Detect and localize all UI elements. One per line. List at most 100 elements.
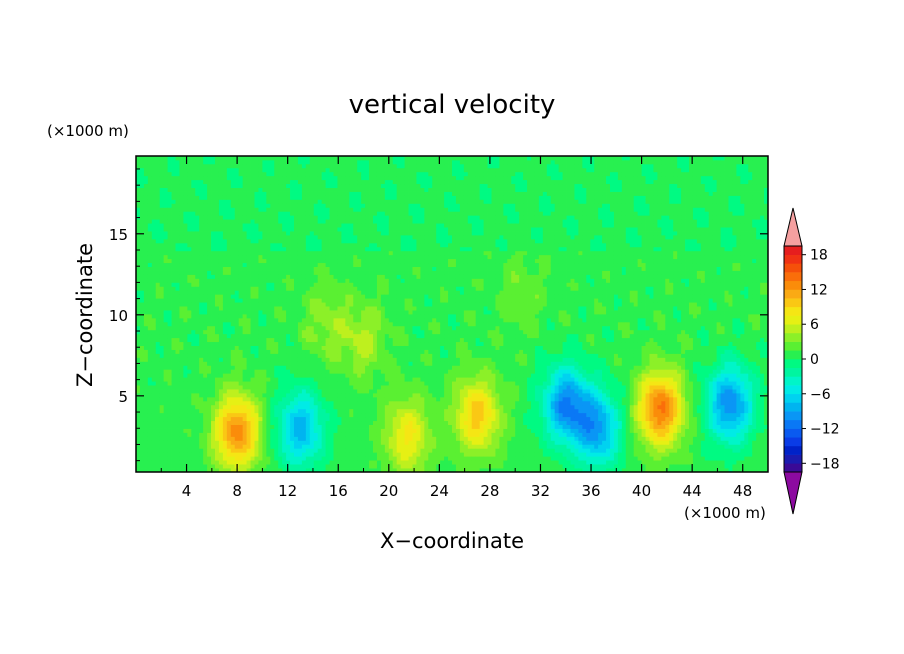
heatmap-cell xyxy=(262,345,267,350)
heatmap-cell xyxy=(207,254,212,260)
heatmap-cell xyxy=(282,365,287,370)
heatmap-cell xyxy=(203,464,208,469)
heatmap-cell xyxy=(278,211,283,216)
heatmap-cell xyxy=(286,361,291,366)
heatmap-cell xyxy=(234,404,240,410)
heatmap-cell xyxy=(151,242,157,248)
heatmap-cell xyxy=(361,163,366,169)
heatmap-cell xyxy=(246,211,251,216)
heatmap-cell xyxy=(171,262,176,267)
heatmap-cell xyxy=(361,250,366,256)
heatmap-cell xyxy=(266,302,271,307)
heatmap-cell xyxy=(262,369,267,374)
heatmap-cell xyxy=(195,333,200,339)
heatmap-cell xyxy=(329,468,334,472)
heatmap-cell xyxy=(353,369,358,374)
heatmap-cell xyxy=(266,420,271,425)
heatmap-cell xyxy=(301,412,307,418)
heatmap-cell xyxy=(175,211,180,216)
heatmap-cell xyxy=(369,227,374,232)
heatmap-cell xyxy=(218,286,224,291)
heatmap-cell xyxy=(357,278,362,283)
heatmap-cell xyxy=(341,456,346,461)
heatmap-cell xyxy=(195,246,200,252)
heatmap-cell xyxy=(175,294,180,299)
heatmap-cell xyxy=(230,290,236,295)
heatmap-cell xyxy=(376,357,382,362)
heatmap-cell xyxy=(286,199,291,204)
heatmap-cell xyxy=(151,404,157,410)
heatmap-cell xyxy=(278,353,283,358)
heatmap-cell xyxy=(167,373,172,378)
heatmap-cell xyxy=(195,171,200,177)
heatmap-cell xyxy=(155,159,161,165)
heatmap-cell xyxy=(333,215,338,220)
heatmap-cell xyxy=(297,460,303,465)
heatmap-cell xyxy=(171,385,176,390)
heatmap-cell xyxy=(353,223,358,228)
heatmap-cell xyxy=(234,274,240,279)
heatmap-cell xyxy=(365,286,370,291)
heatmap-cell xyxy=(294,452,299,457)
heatmap-cell xyxy=(258,408,263,414)
heatmap-cell xyxy=(167,456,172,461)
heatmap-cell xyxy=(242,341,247,346)
heatmap-cell xyxy=(139,400,145,406)
heatmap-cell xyxy=(286,306,291,311)
heatmap-cell xyxy=(136,238,141,244)
heatmap-cell xyxy=(167,219,172,224)
heatmap-cell xyxy=(345,199,350,204)
heatmap-cell xyxy=(341,349,346,354)
heatmap-cell xyxy=(230,432,236,437)
heatmap-cell xyxy=(365,404,370,410)
heatmap-cell xyxy=(317,369,323,374)
heatmap-cell xyxy=(215,314,220,319)
heatmap-cell xyxy=(183,341,188,346)
heatmap-cell xyxy=(139,203,145,208)
heatmap-cell xyxy=(369,460,374,465)
heatmap-cell xyxy=(222,191,228,196)
heatmap-cell xyxy=(297,468,303,472)
heatmap-cell xyxy=(317,219,323,224)
heatmap-cell xyxy=(226,357,232,362)
heatmap-cell xyxy=(139,314,145,319)
heatmap-cell xyxy=(230,310,236,315)
heatmap-cell xyxy=(329,156,334,161)
heatmap-cell xyxy=(270,361,275,366)
heatmap-cell xyxy=(301,219,307,224)
heatmap-cell xyxy=(297,203,303,208)
heatmap-cell xyxy=(297,258,303,264)
heatmap-cell xyxy=(365,436,370,441)
heatmap-cell xyxy=(226,456,232,461)
heatmap-cell xyxy=(325,223,330,228)
heatmap-cell xyxy=(199,393,204,398)
heatmap-cell xyxy=(258,274,263,279)
heatmap-cell xyxy=(329,357,334,362)
heatmap-cell xyxy=(254,321,259,327)
heatmap-cell xyxy=(369,250,374,256)
heatmap-cell xyxy=(309,369,315,374)
heatmap-cell xyxy=(357,235,362,240)
heatmap-cell xyxy=(309,452,315,457)
heatmap-cell xyxy=(151,448,157,453)
heatmap-cell xyxy=(290,274,295,279)
heatmap-cell xyxy=(147,424,153,429)
heatmap-cell xyxy=(313,250,319,256)
heatmap-cell xyxy=(246,389,251,394)
heatmap-cell xyxy=(333,227,338,232)
heatmap-cell xyxy=(218,159,224,165)
heatmap-cell xyxy=(155,341,161,346)
heatmap-cell xyxy=(286,377,291,382)
heatmap-cell xyxy=(226,381,232,386)
heatmap-cell xyxy=(380,444,386,449)
heatmap-cell xyxy=(147,428,153,433)
heatmap-cell xyxy=(286,195,291,200)
heatmap-cell xyxy=(345,215,350,220)
heatmap-cell xyxy=(353,389,358,394)
heatmap-cell xyxy=(361,349,366,354)
heatmap-cell xyxy=(254,416,259,422)
heatmap-cell xyxy=(195,412,200,418)
heatmap-cell xyxy=(179,412,184,418)
heatmap-cell xyxy=(345,373,350,378)
heatmap-cell xyxy=(234,408,240,414)
